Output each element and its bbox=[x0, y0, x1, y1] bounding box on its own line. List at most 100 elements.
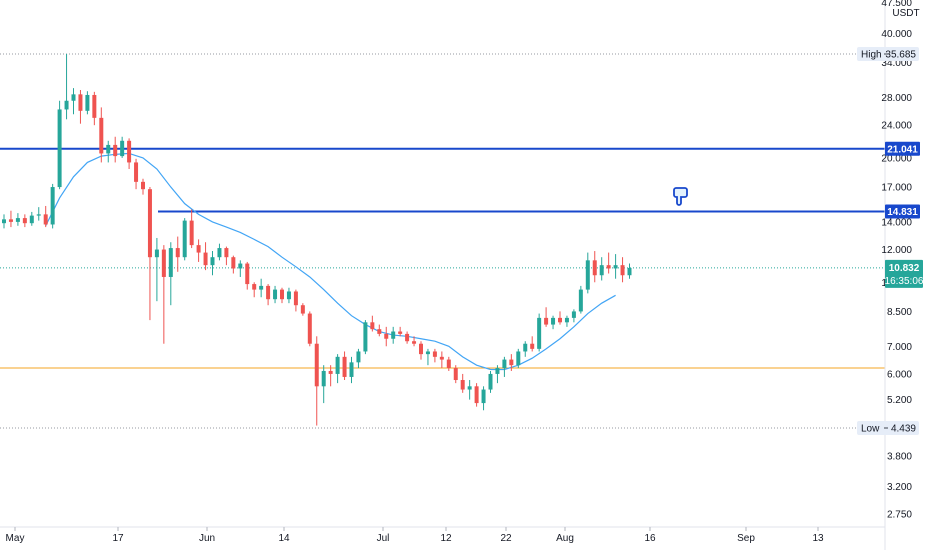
candle bbox=[293, 289, 298, 312]
candle bbox=[113, 136, 118, 163]
candle-body bbox=[189, 220, 194, 246]
low-tag-label: Low bbox=[861, 424, 880, 435]
candle-body bbox=[273, 289, 278, 300]
candle-body bbox=[64, 100, 69, 110]
candle bbox=[266, 284, 271, 306]
candle-body bbox=[182, 220, 187, 258]
candle bbox=[627, 263, 632, 279]
last-price-tag-bg bbox=[885, 259, 923, 288]
candle-body bbox=[425, 351, 430, 355]
y-tick-label: 20.000 bbox=[881, 153, 912, 164]
candle-body bbox=[8, 219, 13, 222]
y-tick-label: 28.000 bbox=[881, 93, 912, 104]
y-tick-label: 24.000 bbox=[881, 121, 912, 132]
candle-body bbox=[147, 189, 152, 258]
candle bbox=[8, 210, 13, 228]
y-tick-label: 17.000 bbox=[881, 183, 912, 194]
candle-body bbox=[544, 317, 549, 325]
candle-body bbox=[106, 144, 111, 154]
horizontal-lines bbox=[0, 53, 885, 429]
candle-body bbox=[293, 291, 298, 306]
candle bbox=[481, 386, 486, 411]
candle-body bbox=[203, 252, 208, 266]
x-tick-label: Jun bbox=[199, 533, 215, 544]
candle bbox=[620, 257, 625, 283]
candle bbox=[224, 246, 229, 266]
candle-body bbox=[22, 218, 27, 224]
candle-body bbox=[300, 305, 305, 314]
candle-body bbox=[78, 94, 83, 111]
candle bbox=[120, 136, 125, 158]
candle bbox=[78, 89, 83, 124]
candle-body bbox=[29, 215, 34, 224]
candle bbox=[502, 356, 507, 377]
candle bbox=[245, 261, 250, 290]
x-tick-label: 13 bbox=[812, 533, 824, 544]
candle bbox=[446, 356, 451, 371]
candle-body bbox=[217, 248, 222, 258]
candle-body bbox=[627, 267, 632, 276]
candle bbox=[585, 252, 590, 294]
candle-body bbox=[558, 317, 562, 323]
y-tick-label: 12.000 bbox=[881, 245, 912, 256]
x-tick-label: 22 bbox=[500, 533, 512, 544]
candle-body bbox=[460, 380, 465, 390]
candle bbox=[342, 351, 347, 381]
high-tag-label: High bbox=[861, 50, 882, 61]
x-ticks: May 17 Jun 14 Jul 12 22 Aug 16 Sep 13 bbox=[6, 527, 824, 544]
candle-body bbox=[613, 265, 618, 269]
candle-body bbox=[342, 356, 347, 377]
moving-average bbox=[45, 152, 616, 371]
candle bbox=[356, 348, 361, 369]
candle-body bbox=[15, 218, 20, 222]
line-price-tag-1: 14.831 bbox=[885, 204, 920, 219]
candle bbox=[134, 158, 139, 190]
candle-body bbox=[127, 140, 132, 163]
candle bbox=[147, 187, 152, 321]
line-price-tag-value: 14.831 bbox=[887, 207, 918, 218]
candle-body bbox=[196, 245, 201, 253]
high-tag-value: 35.685 bbox=[885, 50, 916, 61]
candle bbox=[210, 251, 215, 276]
candle bbox=[300, 303, 305, 316]
candle-body bbox=[509, 359, 514, 366]
candle-body bbox=[252, 284, 257, 290]
candle-body bbox=[154, 249, 159, 258]
candle bbox=[307, 311, 312, 347]
candle bbox=[314, 336, 319, 426]
y-tick-label: 7.000 bbox=[887, 342, 912, 353]
candle bbox=[599, 257, 604, 281]
candle bbox=[488, 370, 493, 393]
candle-body bbox=[453, 368, 458, 381]
candle-body bbox=[168, 248, 173, 277]
candle-body bbox=[620, 265, 625, 276]
candle bbox=[370, 315, 375, 332]
low-tag: Low 4.439 bbox=[857, 421, 919, 435]
candle bbox=[22, 214, 27, 228]
candle bbox=[377, 324, 382, 337]
candle bbox=[64, 53, 69, 120]
candle-body bbox=[495, 368, 500, 374]
candle bbox=[495, 365, 500, 384]
candle-body bbox=[606, 265, 611, 269]
candle-body bbox=[592, 260, 597, 276]
last-price-countdown: 16:35:06 bbox=[885, 276, 924, 287]
candle-body bbox=[488, 373, 493, 390]
candle-body bbox=[537, 317, 542, 349]
candle-body bbox=[516, 351, 521, 366]
candle bbox=[36, 207, 41, 221]
candle-body bbox=[356, 351, 361, 363]
candle-body bbox=[92, 94, 97, 118]
candle-body bbox=[571, 311, 576, 318]
candle bbox=[578, 285, 583, 314]
line-price-tag-bg bbox=[885, 204, 920, 219]
candle-body bbox=[175, 248, 180, 258]
candle bbox=[217, 243, 222, 261]
candle-body bbox=[266, 285, 271, 300]
candle bbox=[592, 251, 597, 283]
candle bbox=[405, 331, 410, 344]
candle bbox=[606, 252, 611, 274]
candle bbox=[168, 242, 173, 306]
candle-body bbox=[349, 362, 354, 377]
